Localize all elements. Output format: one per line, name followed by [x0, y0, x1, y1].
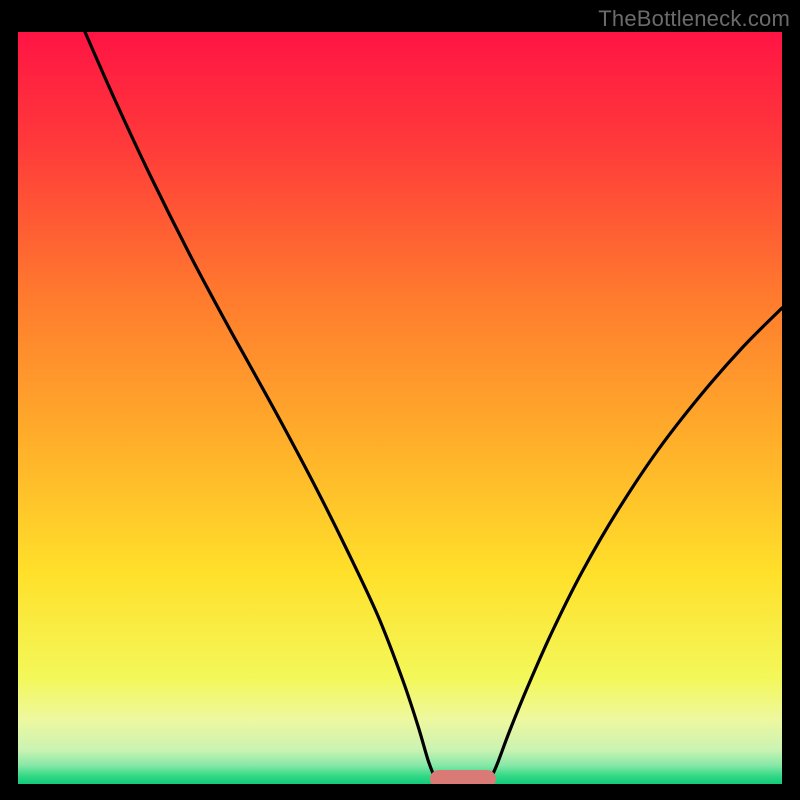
watermark-text: TheBottleneck.com — [598, 6, 790, 32]
bottleneck-chart-svg — [0, 0, 800, 800]
plot-area — [18, 32, 782, 788]
figure-root: TheBottleneck.com — [0, 0, 800, 800]
